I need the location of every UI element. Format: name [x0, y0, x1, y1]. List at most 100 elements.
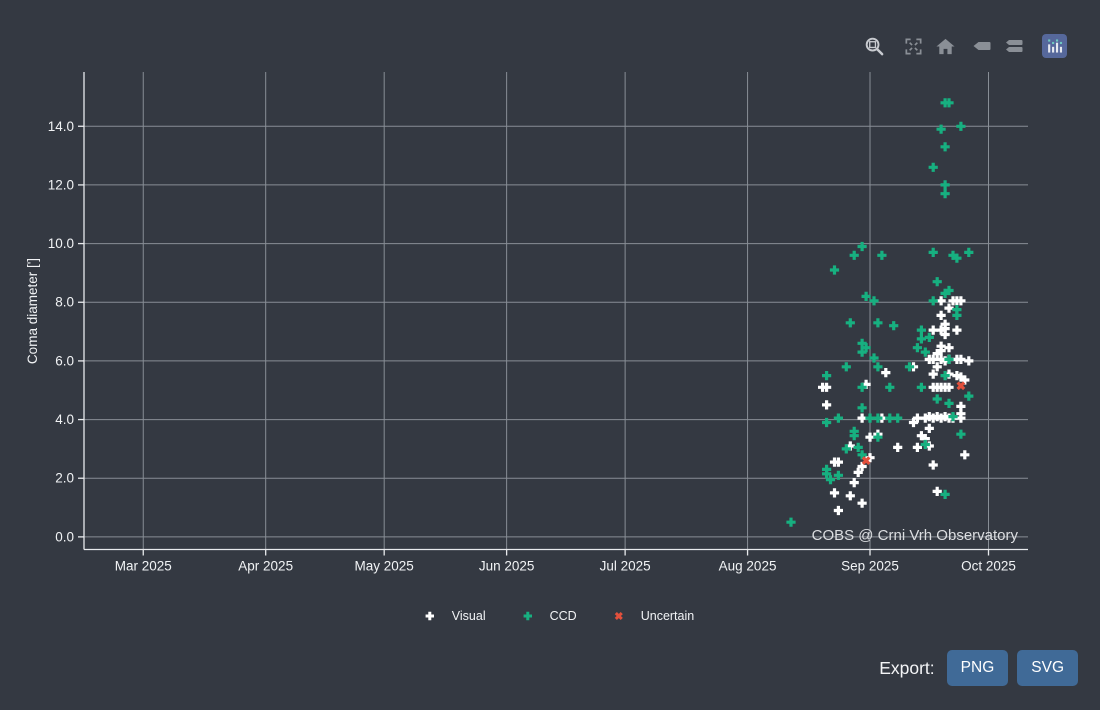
data-point-visual[interactable] [932, 362, 942, 372]
data-point-visual[interactable] [940, 324, 950, 334]
data-point-visual[interactable] [849, 478, 859, 488]
data-point-ccd[interactable] [885, 413, 895, 423]
data-point-visual[interactable] [833, 457, 843, 467]
data-point-visual[interactable] [920, 434, 930, 444]
data-point-ccd[interactable] [964, 391, 974, 401]
data-point-ccd[interactable] [952, 305, 962, 315]
data-point-ccd[interactable] [916, 334, 926, 344]
data-point-ccd[interactable] [944, 354, 954, 364]
data-point-ccd[interactable] [920, 439, 930, 450]
data-point-ccd[interactable] [944, 98, 954, 108]
data-point-ccd[interactable] [956, 429, 966, 439]
data-point-visual[interactable] [956, 401, 966, 411]
data-point-ccd[interactable] [869, 353, 879, 363]
plot-area[interactable] [84, 72, 1028, 550]
legend-item-uncertain[interactable]: Uncertain [607, 606, 694, 626]
data-point-ccd[interactable] [865, 413, 875, 423]
data-point-visual[interactable] [912, 442, 922, 452]
data-point-ccd[interactable] [924, 332, 934, 342]
data-point-visual[interactable] [853, 467, 863, 477]
data-point-visual[interactable] [928, 325, 938, 335]
data-point-visual[interactable] [928, 354, 938, 364]
data-point-visual[interactable] [845, 441, 855, 451]
data-point-ccd[interactable] [841, 362, 851, 372]
data-point-ccd[interactable] [833, 470, 843, 480]
data-point-ccd[interactable] [893, 413, 903, 423]
data-point-ccd[interactable] [829, 265, 840, 275]
data-point-visual[interactable] [845, 491, 855, 501]
data-point-visual[interactable] [857, 498, 867, 508]
plotly-logo-icon[interactable] [1042, 34, 1067, 58]
legend-item-visual[interactable]: Visual [418, 606, 486, 626]
data-point-ccd[interactable] [822, 469, 832, 479]
export-png-button[interactable]: PNG [946, 650, 1009, 686]
data-point-ccd[interactable] [932, 394, 942, 404]
data-point-visual[interactable] [881, 368, 891, 378]
data-point-visual[interactable] [928, 369, 938, 379]
data-point-visual[interactable] [956, 354, 966, 364]
data-point-ccd[interactable] [873, 432, 883, 442]
data-point-ccd[interactable] [932, 277, 942, 287]
data-point-visual[interactable] [964, 356, 974, 366]
data-point-visual[interactable] [960, 450, 970, 460]
data-point-ccd[interactable] [964, 247, 974, 257]
data-point-ccd[interactable] [940, 189, 950, 199]
data-point-ccd[interactable] [849, 431, 859, 441]
data-point-visual[interactable] [936, 310, 946, 320]
data-point-visual[interactable] [893, 442, 903, 452]
hover-closest-icon[interactable] [971, 34, 993, 58]
data-point-ccd[interactable] [857, 403, 867, 413]
data-point-ccd[interactable] [833, 413, 843, 423]
data-point-ccd[interactable] [928, 247, 938, 257]
data-point-visual[interactable] [924, 423, 934, 433]
data-point-ccd[interactable] [861, 343, 871, 353]
data-point-visual[interactable] [822, 382, 832, 392]
data-point-visual[interactable] [944, 343, 954, 353]
data-point-ccd[interactable] [912, 343, 922, 353]
data-point-visual[interactable] [857, 461, 867, 472]
data-point-ccd[interactable] [940, 371, 950, 381]
zoom-icon[interactable] [863, 34, 885, 58]
reset-home-icon[interactable] [934, 34, 956, 58]
data-point-visual[interactable] [952, 325, 962, 335]
data-point-ccd[interactable] [948, 412, 958, 422]
data-point-ccd[interactable] [861, 291, 871, 301]
data-point-visual[interactable] [833, 505, 843, 516]
data-point-visual[interactable] [865, 453, 875, 463]
data-point-ccd[interactable] [873, 362, 883, 372]
data-point-visual[interactable] [944, 303, 954, 313]
data-point-visual[interactable] [936, 346, 946, 356]
data-point-ccd[interactable] [873, 318, 883, 328]
data-point-ccd[interactable] [928, 162, 938, 172]
data-point-visual[interactable] [932, 486, 942, 496]
data-point-ccd[interactable] [822, 371, 832, 381]
data-point-visual[interactable] [857, 413, 867, 423]
data-point-visual[interactable] [936, 296, 946, 306]
legend-item-ccd[interactable]: CCD [516, 606, 577, 626]
data-point-ccd[interactable] [857, 338, 867, 348]
data-point-ccd[interactable] [822, 417, 832, 428]
data-point-visual[interactable] [956, 413, 966, 423]
data-point-visual[interactable] [908, 417, 919, 428]
data-point-ccd[interactable] [956, 121, 966, 131]
data-point-ccd[interactable] [944, 398, 954, 408]
data-point-visual[interactable] [932, 349, 942, 359]
data-point-ccd[interactable] [849, 250, 859, 260]
data-point-ccd[interactable] [940, 489, 950, 499]
data-point-ccd[interactable] [952, 253, 962, 263]
data-point-visual[interactable] [940, 329, 950, 340]
export-svg-button[interactable]: SVG [1017, 650, 1078, 686]
data-point-uncertain[interactable] [954, 379, 967, 392]
data-point-ccd[interactable] [952, 310, 962, 320]
data-point-ccd[interactable] [948, 250, 958, 260]
data-point-ccd[interactable] [825, 475, 836, 485]
data-point-ccd[interactable] [928, 296, 938, 306]
autoscale-icon[interactable] [902, 34, 924, 58]
data-point-visual[interactable] [912, 413, 922, 423]
data-point-visual[interactable] [865, 432, 875, 442]
data-point-visual[interactable] [956, 296, 966, 306]
data-point-ccd[interactable] [940, 180, 950, 190]
data-point-ccd[interactable] [853, 442, 863, 452]
data-point-ccd[interactable] [944, 285, 954, 296]
data-point-ccd[interactable] [857, 450, 867, 460]
